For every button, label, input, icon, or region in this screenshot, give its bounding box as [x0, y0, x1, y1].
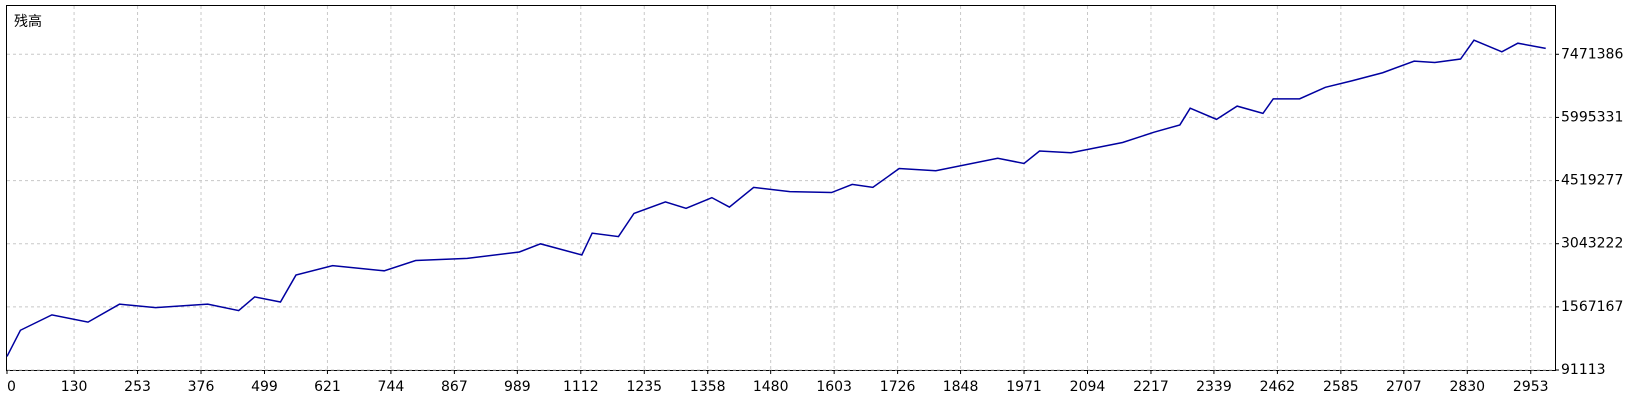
x-tick-label: 253 — [124, 379, 151, 395]
y-tick-label: 1567167 — [1561, 299, 1623, 315]
x-tick-label: 0 — [7, 379, 16, 395]
x-tick-label: 2830 — [1449, 379, 1485, 395]
x-tick-label: 2462 — [1260, 379, 1296, 395]
x-tick-label: 2953 — [1513, 379, 1549, 395]
chart-title: 残高 — [14, 13, 42, 30]
x-tick-label: 744 — [378, 379, 405, 395]
x-tick-label: 499 — [251, 379, 278, 395]
x-tick-label: 2217 — [1133, 379, 1169, 395]
x-tick-label: 1235 — [626, 379, 662, 395]
x-tick-label: 867 — [441, 379, 468, 395]
x-tick-label: 1480 — [753, 379, 789, 395]
x-tick-label: 1603 — [816, 379, 852, 395]
y-tick-label: 3043222 — [1561, 236, 1623, 252]
x-tick-label: 1358 — [690, 379, 726, 395]
balance-line — [6, 39, 1546, 357]
x-tick-label: 621 — [314, 379, 341, 395]
y-tick-label: 4519277 — [1561, 173, 1623, 189]
x-tick-label: 130 — [61, 379, 88, 395]
x-tick-label: 1112 — [563, 379, 599, 395]
x-tick-label: 376 — [188, 379, 215, 395]
y-tick-label: 91113 — [1561, 362, 1606, 378]
x-tick-label: 2585 — [1323, 379, 1359, 395]
x-tick-label: 989 — [504, 379, 531, 395]
plot-frame — [6, 5, 1556, 371]
y-tick-label: 5995331 — [1561, 109, 1623, 125]
x-tick-label: 1726 — [880, 379, 916, 395]
x-tick-label: 1971 — [1006, 379, 1042, 395]
x-tick-label: 2339 — [1196, 379, 1232, 395]
x-tick-label: 2707 — [1386, 379, 1422, 395]
x-tick-label: 2094 — [1070, 379, 1106, 395]
y-tick-label: 7471386 — [1561, 46, 1623, 62]
x-tick-label: 1848 — [943, 379, 979, 395]
